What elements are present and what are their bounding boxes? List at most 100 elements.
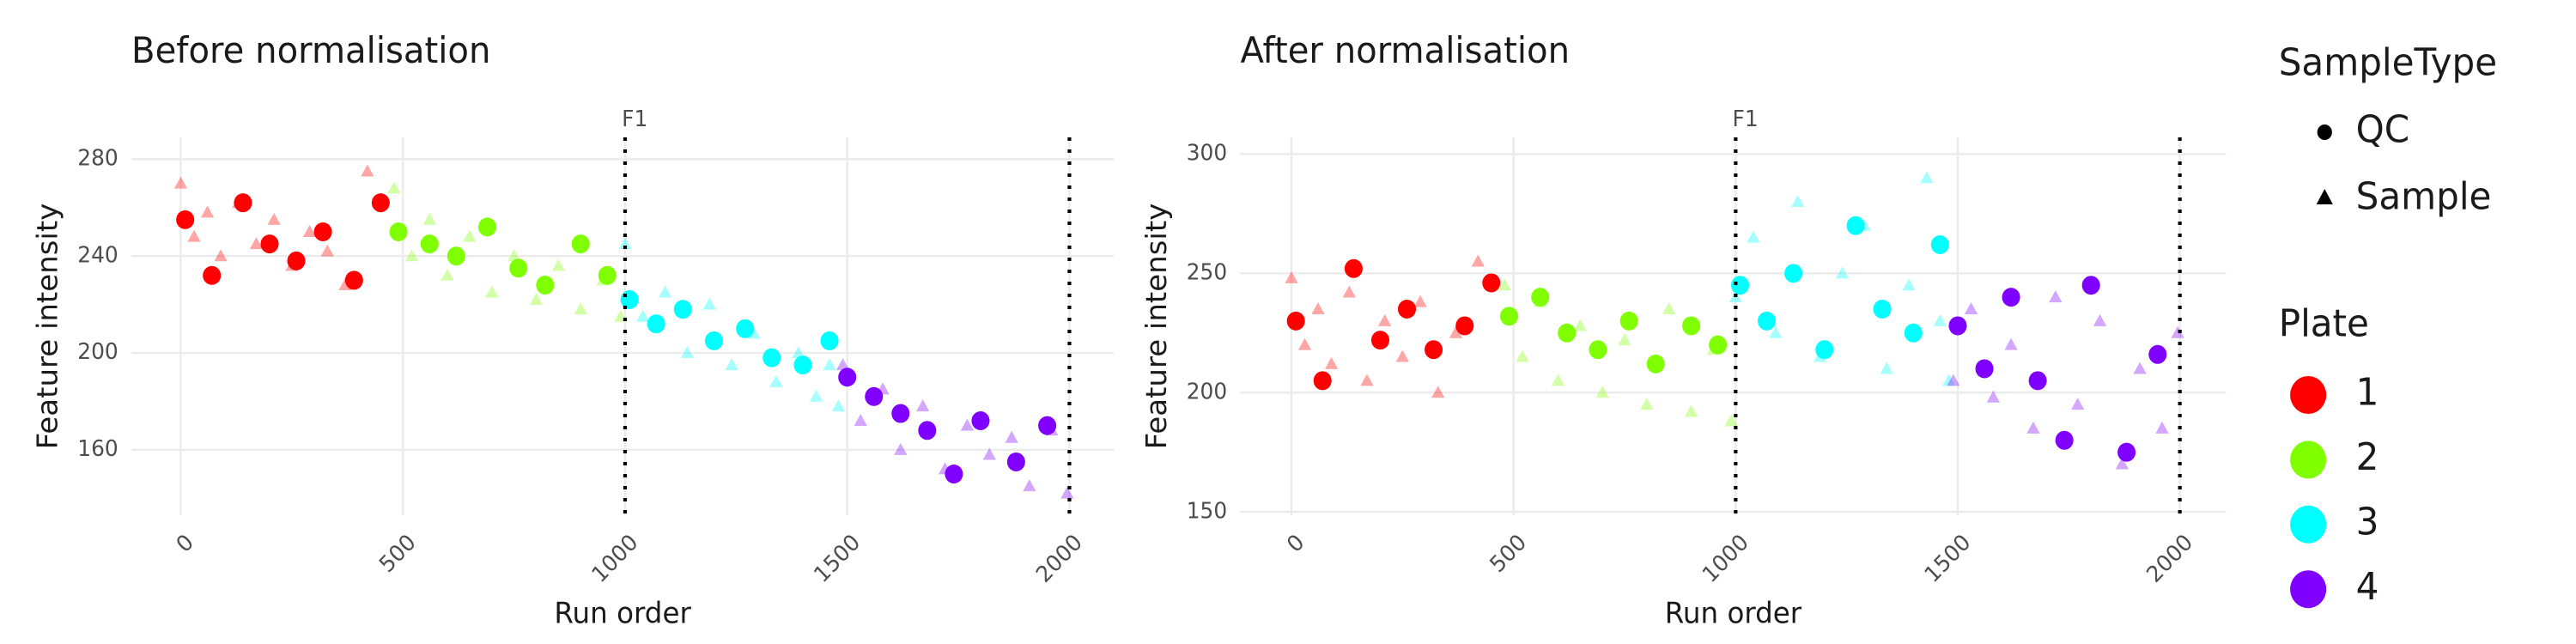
qc-point xyxy=(1948,316,1967,336)
sample-point xyxy=(404,249,419,262)
sample-point xyxy=(485,285,499,298)
qc-point xyxy=(865,386,884,406)
sample-point xyxy=(387,181,401,194)
y-tick-label: 250 xyxy=(1187,258,1227,285)
qc-point xyxy=(1619,311,1638,331)
reference-label: F1 xyxy=(622,106,647,132)
qc-point xyxy=(762,348,781,368)
sample-point xyxy=(1377,313,1392,326)
sample-point xyxy=(1933,313,1947,326)
qc-point xyxy=(536,276,555,295)
sample-point xyxy=(823,358,836,371)
sample-point xyxy=(1471,254,1485,267)
sample-point xyxy=(1791,195,1805,207)
qc-point xyxy=(1558,323,1577,343)
qc-point xyxy=(176,210,195,229)
qc-point xyxy=(1589,340,1607,360)
qc-point xyxy=(598,265,617,285)
y-axis-label: Feature intensity xyxy=(31,204,64,450)
sample-point xyxy=(551,258,566,271)
qc-point xyxy=(2028,371,2047,391)
sample-point xyxy=(1005,430,1018,443)
sample-point xyxy=(2093,313,2107,326)
x-tick-label: 1000 xyxy=(586,529,642,587)
qc-point xyxy=(1682,316,1701,336)
qc-point xyxy=(389,222,408,241)
qc-point xyxy=(736,319,755,338)
qc-point xyxy=(1873,300,1892,319)
sample-point xyxy=(2171,325,2184,338)
legend-label: 3 xyxy=(2356,501,2379,544)
sample-point xyxy=(835,358,850,371)
y-tick-label: 150 xyxy=(1187,497,1227,524)
sample-point xyxy=(1964,302,1978,314)
qc-point xyxy=(1930,235,1949,254)
sample-point xyxy=(574,302,587,315)
sample-point xyxy=(1498,278,1511,291)
qc-point xyxy=(945,465,963,484)
sample-point xyxy=(1769,325,1783,338)
qc-point xyxy=(2117,442,2136,462)
qc-point xyxy=(313,222,332,241)
x-tick-label: 2000 xyxy=(2142,529,2197,587)
qc-point xyxy=(1344,258,1363,278)
sample-point xyxy=(249,237,264,250)
sample-point xyxy=(982,447,996,460)
sample-point xyxy=(960,418,975,431)
sample-point xyxy=(2049,290,2063,303)
sample-point xyxy=(1516,349,1529,362)
qc-point xyxy=(1397,300,1417,319)
qc-point xyxy=(820,331,839,350)
qc-point xyxy=(1846,216,1865,235)
qc-point xyxy=(371,193,390,213)
legend-title: Plate xyxy=(2279,302,2369,346)
x-tick-label: 2000 xyxy=(1030,529,1086,587)
sample-point xyxy=(916,399,930,412)
sample-point xyxy=(1360,374,1374,386)
qc-point xyxy=(1499,307,1519,326)
qc-point xyxy=(478,217,497,237)
qc-point xyxy=(704,331,723,350)
sample-point xyxy=(854,414,867,426)
qc-point xyxy=(1815,340,1834,360)
qc-point xyxy=(1006,452,1025,471)
qc-point xyxy=(2002,288,2020,307)
sample-point xyxy=(1449,325,1463,338)
sample-point xyxy=(267,212,281,225)
sample-point xyxy=(1942,374,1956,386)
sample-point xyxy=(1311,302,1325,314)
sample-point xyxy=(361,164,374,177)
y-axis-label: Feature intensity xyxy=(1140,204,1173,450)
qc-point xyxy=(647,314,665,334)
x-tick-label: 0 xyxy=(171,529,198,557)
x-tick-label: 500 xyxy=(374,529,420,578)
legend-label: QC xyxy=(2356,108,2410,152)
qc-point xyxy=(1975,359,1994,379)
qc-point xyxy=(447,246,465,266)
qc-point xyxy=(673,300,692,319)
legend-label: 2 xyxy=(2356,435,2379,479)
sample-point xyxy=(200,205,215,218)
y-tick-label: 280 xyxy=(77,144,118,171)
sample-point xyxy=(214,249,228,262)
qc-point xyxy=(1038,416,1057,435)
sample-point xyxy=(769,374,783,387)
qc-point xyxy=(1455,316,1474,336)
qc-point xyxy=(420,234,439,254)
qc-point xyxy=(1286,311,1305,331)
sample-point xyxy=(187,229,201,242)
sample-point xyxy=(1947,374,1960,386)
y-tick-label: 160 xyxy=(77,434,118,461)
sample-point xyxy=(636,309,650,322)
sample-point xyxy=(422,212,436,225)
qc-point xyxy=(2148,344,2167,364)
qc-point xyxy=(891,404,910,423)
sample-point xyxy=(507,249,521,262)
sample-point xyxy=(1297,337,1312,350)
qc-point xyxy=(1646,354,1665,374)
sample-point xyxy=(809,389,823,402)
sample-point xyxy=(1431,386,1445,398)
sample-point xyxy=(440,268,454,281)
qc-point xyxy=(1784,264,1803,283)
sample-point xyxy=(173,176,188,189)
